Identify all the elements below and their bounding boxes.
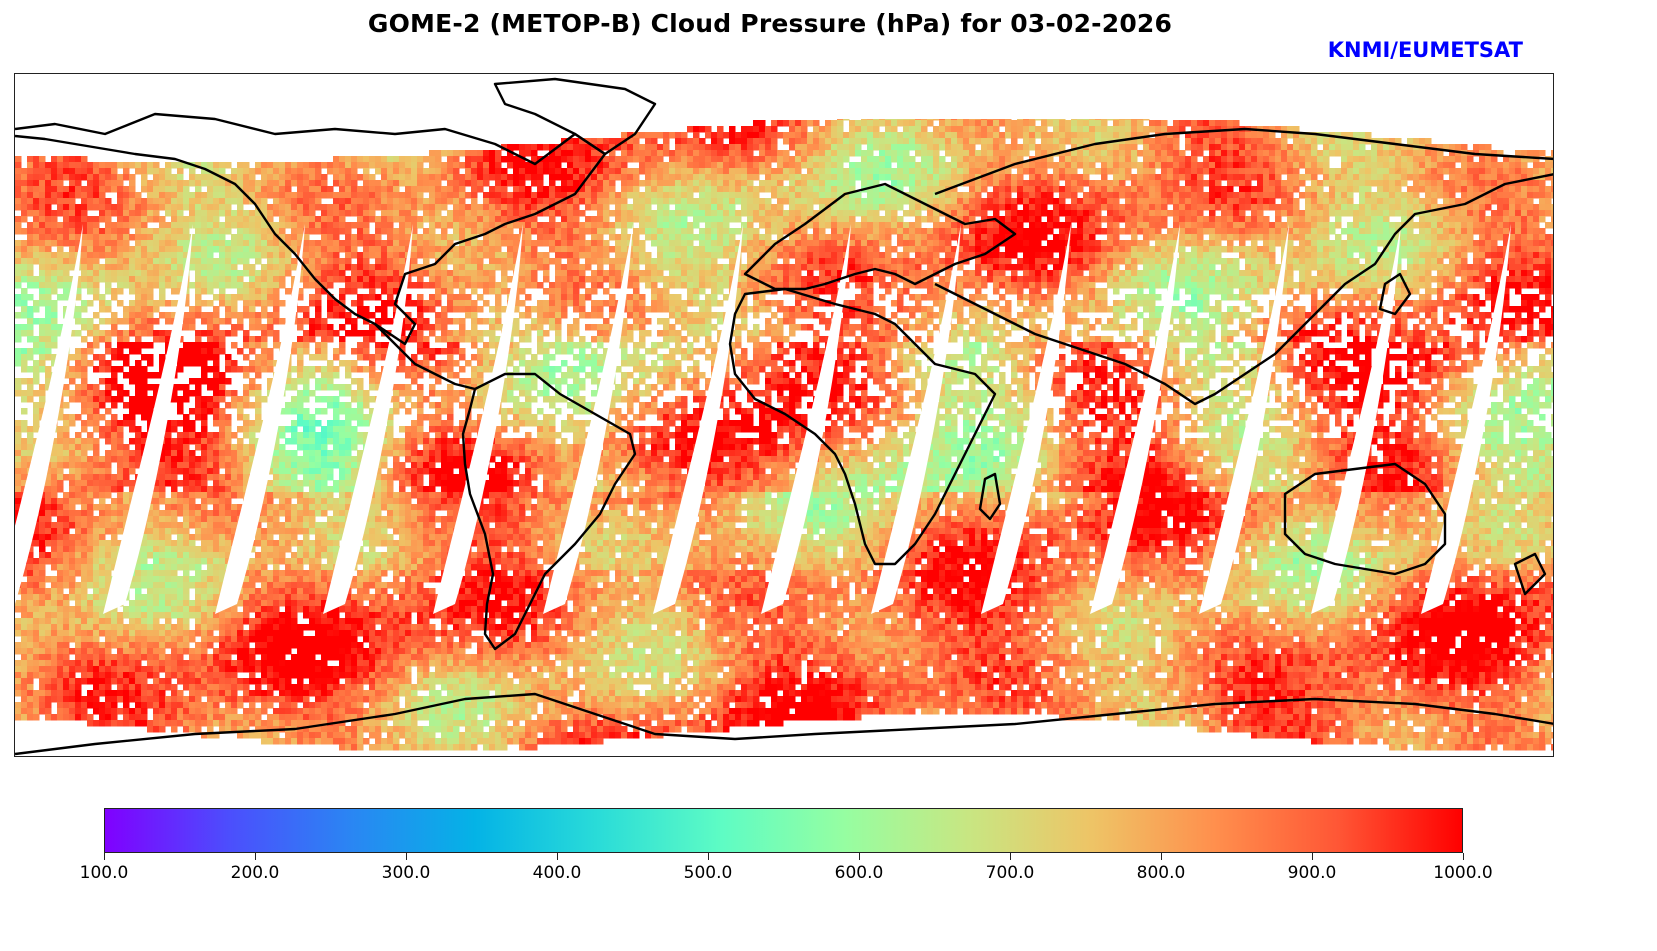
coastline-north-america [15,112,607,346]
cloud-pressure-data-layer [15,114,1553,751]
map-canvas [15,74,1553,756]
coastline-madagascar [978,472,1002,521]
colorbar-tick-mark [1160,853,1162,860]
colorbar-tick-mark [405,853,407,860]
coastline-new-zealand [1513,552,1547,596]
colorbar [104,808,1463,853]
coastline-africa [728,287,997,566]
colorbar-tick-mark [858,853,860,860]
colorbar-tick-mark [103,853,105,860]
coastlines-layer [15,77,1553,756]
coastline-south-america [461,372,637,651]
orbit-gap-layer [15,74,1553,614]
coastline-central-america [374,323,476,391]
colorbar-tick-mark [1462,853,1464,860]
map-title: GOME-2 (METOP-B) Cloud Pressure (hPa) fo… [0,9,1540,38]
colorbar-tick-mark [1009,853,1011,860]
colorbar-tick-label: 700.0 [986,863,1035,883]
colorbar-tick-label: 800.0 [1137,863,1186,883]
credit-label: KNMI/EUMETSAT [1328,38,1523,62]
coastline-asia [934,127,1553,406]
colorbar-ticks: 100.0 200.0 300.0 400.0 500.0 600.0 700.0 800.0… [80,853,1493,893]
colorbar-tick-label: 300.0 [382,863,431,883]
colorbar-tick-label: 600.0 [835,863,884,883]
colorbar-tick-mark [707,853,709,860]
colorbar-tick-label: 100.0 [80,863,129,883]
colorbar-tick-label: 1000.0 [1433,863,1492,883]
colorbar-tick-mark [1311,853,1313,860]
coastline-japan [1378,272,1412,316]
coastline-europe [743,182,1017,291]
colorbar-tick-mark [254,853,256,860]
colorbar-tick-mark [556,853,558,860]
coastline-australia [1283,462,1447,576]
coastline-greenland [493,77,657,156]
orbit-gap [15,224,83,604]
polar-night-no-data [15,74,1553,119]
cloud-pressure-map [14,73,1554,757]
colorbar-tick-label: 500.0 [684,863,733,883]
colorbar-tick-label: 400.0 [533,863,582,883]
coastline-antarctica [15,692,1553,756]
colorbar-tick-label: 900.0 [1288,863,1337,883]
colorbar-tick-label: 200.0 [231,863,280,883]
